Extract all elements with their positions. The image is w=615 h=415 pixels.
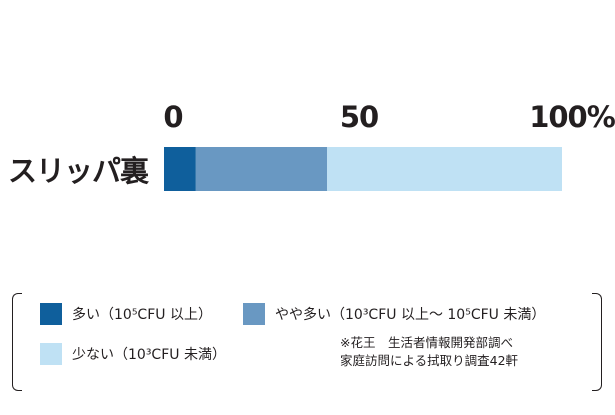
legend-swatch-medium bbox=[243, 303, 265, 325]
legend-swatch-low bbox=[40, 343, 62, 365]
legend-bracket-left bbox=[12, 293, 22, 391]
legend bbox=[12, 293, 602, 391]
bar-segment-2 bbox=[327, 147, 562, 191]
legend-swatch-high bbox=[40, 303, 62, 325]
source-note: ※花王 生活者情報開発部調べ 家庭訪問による拭取り調査42軒 bbox=[340, 334, 518, 370]
legend-item-low: 少ない（10³CFU 未満） bbox=[40, 343, 226, 365]
bar-segment-0 bbox=[164, 147, 196, 191]
axis-tick-label: 100% bbox=[529, 100, 615, 134]
category-label: スリッパ裏 bbox=[8, 154, 149, 188]
source-note-line2: 家庭訪問による拭取り調査42軒 bbox=[340, 353, 519, 368]
legend-item-medium: やや多い（10³CFU 以上～ 10⁵CFU 未満） bbox=[243, 303, 545, 325]
legend-item-high: 多い（10⁵CFU 以上） bbox=[40, 303, 212, 325]
bar-segment-1 bbox=[195, 147, 328, 191]
axis-tick-label: 50 bbox=[339, 100, 379, 134]
axis-tick-label: 0 bbox=[163, 100, 183, 134]
legend-bracket-right bbox=[592, 293, 602, 391]
legend-label-medium: やや多い（10³CFU 以上～ 10⁵CFU 未満） bbox=[275, 307, 546, 323]
source-note-line1: ※花王 生活者情報開発部調べ bbox=[340, 335, 513, 350]
legend-label-high: 多い（10⁵CFU 以上） bbox=[72, 307, 212, 323]
legend-label-low: 少ない（10³CFU 未満） bbox=[72, 347, 226, 363]
